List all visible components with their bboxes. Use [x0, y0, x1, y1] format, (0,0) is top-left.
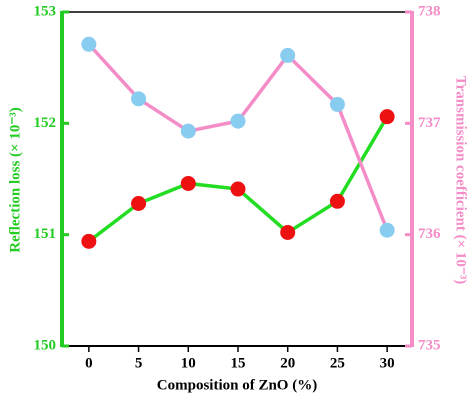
x-tick-label: 10 — [181, 355, 196, 371]
y-tick-label: 153 — [34, 3, 57, 19]
y-tick-label: 150 — [34, 337, 57, 353]
point — [131, 195, 147, 211]
point — [230, 181, 246, 197]
y2-tick-label: 735 — [418, 337, 441, 353]
y-tick-label: 152 — [34, 115, 57, 131]
x-tick-label: 30 — [380, 355, 395, 371]
point — [379, 109, 395, 125]
point — [131, 91, 147, 107]
y-tick-label: 151 — [34, 226, 57, 242]
point — [280, 224, 296, 240]
point — [329, 96, 345, 112]
point — [379, 222, 395, 238]
y-axis-label: Reflection loss (× 10⁻³) — [7, 107, 23, 253]
x-tick-label: 5 — [135, 355, 143, 371]
point — [180, 175, 196, 191]
x-tick-label: 0 — [85, 355, 93, 371]
point — [180, 123, 196, 139]
y2-tick-label: 738 — [418, 3, 441, 19]
point — [280, 47, 296, 63]
x-tick-label: 25 — [330, 355, 345, 371]
x-tick-label: 15 — [230, 355, 245, 371]
x-axis-label: Composition of ZnO (%) — [157, 377, 317, 393]
series-line — [87, 115, 389, 243]
point — [329, 193, 345, 209]
point — [81, 36, 97, 52]
y2-tick-label: 737 — [418, 115, 441, 131]
point — [81, 233, 97, 249]
y2-axis-label: Transmission coefficient (× 10⁻³) — [453, 76, 469, 285]
x-tick-label: 20 — [280, 355, 295, 371]
y2-tick-label: 736 — [418, 226, 441, 242]
point — [230, 113, 246, 129]
